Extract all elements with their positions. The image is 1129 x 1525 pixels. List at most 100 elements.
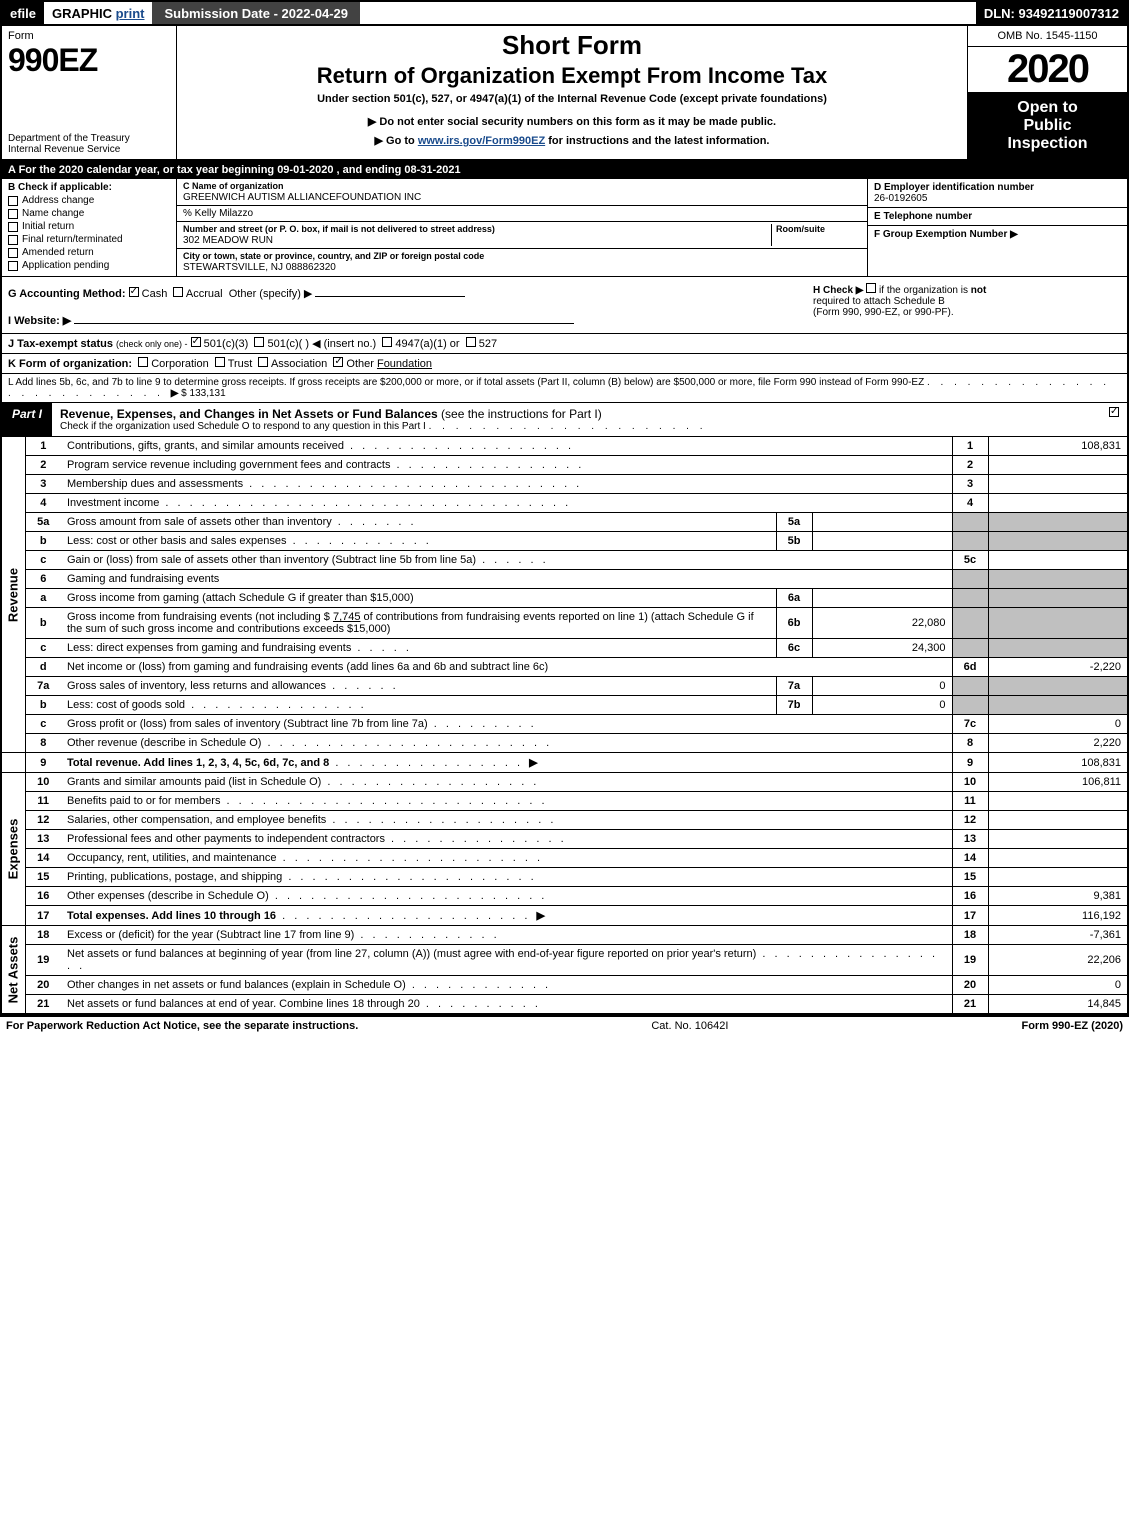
form-ref-post: (2020)	[1088, 1020, 1123, 1032]
revenue-text: Revenue	[6, 567, 21, 621]
j-label: J Tax-exempt status	[8, 338, 113, 350]
cb-501c[interactable]	[254, 337, 264, 347]
result-no: 2	[952, 456, 988, 475]
cb-name-change[interactable]: Name change	[8, 208, 170, 219]
line-desc: Gross income from gaming (attach Schedul…	[61, 589, 776, 608]
shaded-cell	[988, 677, 1128, 696]
part-1-label: Part I	[2, 403, 52, 436]
omb-number: OMB No. 1545-1150	[968, 26, 1127, 47]
row-gh: G Accounting Method: Cash Accrual Other …	[0, 277, 1129, 334]
ein-value: 26-0192605	[874, 193, 1121, 204]
graphic-label: GRAPHIC print	[44, 2, 152, 24]
result-val: 108,831	[988, 753, 1128, 773]
line-no: 12	[25, 811, 61, 830]
part-check	[1101, 403, 1127, 436]
result-no: 10	[952, 773, 988, 792]
cb-association[interactable]	[258, 357, 268, 367]
line-desc: Contributions, gifts, grants, and simila…	[61, 437, 952, 456]
line-desc: Salaries, other compensation, and employ…	[61, 811, 952, 830]
cb-schedule-o[interactable]	[1109, 407, 1119, 417]
shaded-cell	[952, 608, 988, 639]
org-name-row: C Name of organization GREENWICH AUTISM …	[177, 179, 867, 206]
result-no: 9	[952, 753, 988, 773]
line-desc: Investment income . . . . . . . . . . . …	[61, 494, 952, 513]
line-no: 16	[25, 887, 61, 906]
cb-address-change[interactable]: Address change	[8, 195, 170, 206]
line-no: d	[25, 658, 61, 677]
city-row: City or town, state or province, country…	[177, 249, 867, 275]
line-desc: Net assets or fund balances at end of ye…	[61, 995, 952, 1015]
cb-amended-return[interactable]: Amended return	[8, 247, 170, 258]
open-line3: Inspection	[974, 135, 1121, 153]
line-no: 8	[25, 734, 61, 753]
cb-4947[interactable]	[382, 337, 392, 347]
opt-527: 527	[479, 338, 497, 350]
shaded-cell	[952, 532, 988, 551]
h-text4: (Form 990, 990-EZ, or 990-PF).	[813, 307, 954, 318]
cb-initial-return[interactable]: Initial return	[8, 221, 170, 232]
arrow-icon: ▶	[171, 388, 179, 399]
result-no: 15	[952, 868, 988, 887]
open-to-public: Open to Public Inspection	[968, 93, 1127, 159]
shaded-cell	[952, 696, 988, 715]
sub-val: 0	[812, 677, 952, 696]
group-exemption-label: F Group Exemption Number	[874, 229, 1007, 240]
cb-corporation[interactable]	[138, 357, 148, 367]
sub-no: 5b	[776, 532, 812, 551]
line-no: 18	[25, 926, 61, 945]
part-1-header: Part I Revenue, Expenses, and Changes in…	[0, 403, 1129, 437]
result-val	[988, 868, 1128, 887]
line-no: 10	[25, 773, 61, 792]
cb-527[interactable]	[466, 337, 476, 347]
expenses-text: Expenses	[6, 819, 21, 880]
tax-period: A For the 2020 calendar year, or tax yea…	[0, 161, 1129, 179]
header-center: Short Form Return of Organization Exempt…	[177, 26, 967, 159]
cb-application-pending[interactable]: Application pending	[8, 260, 170, 271]
cb-schedule-b[interactable]	[866, 283, 876, 293]
city-label: City or town, state or province, country…	[183, 251, 484, 261]
website-field[interactable]	[74, 310, 574, 324]
line-no: 14	[25, 849, 61, 868]
line-no: c	[25, 551, 61, 570]
tax-year: 2020	[968, 47, 1127, 93]
cb-label: Application pending	[22, 260, 109, 271]
line-desc: Occupancy, rent, utilities, and maintena…	[61, 849, 952, 868]
cb-501c3[interactable]	[191, 337, 201, 347]
cb-cash[interactable]	[129, 287, 139, 297]
care-of-row: % Kelly Milazzo	[177, 206, 867, 222]
goto-link[interactable]: www.irs.gov/Form990EZ	[418, 135, 545, 147]
cb-other-org[interactable]	[333, 357, 343, 367]
line-no: 9	[25, 753, 61, 773]
result-no: 11	[952, 792, 988, 811]
print-link[interactable]: print	[116, 6, 145, 21]
cb-final-return[interactable]: Final return/terminated	[8, 234, 170, 245]
cb-accrual[interactable]	[173, 287, 183, 297]
side-blank	[1, 753, 25, 773]
cb-trust[interactable]	[215, 357, 225, 367]
l-amount: $ 133,131	[181, 388, 226, 399]
section-e: E Telephone number	[868, 208, 1127, 226]
line-desc: Membership dues and assessments . . . . …	[61, 475, 952, 494]
shaded-cell	[988, 513, 1128, 532]
sub-val	[812, 532, 952, 551]
line-no: b	[25, 532, 61, 551]
sub-no: 7a	[776, 677, 812, 696]
shaded-cell	[952, 513, 988, 532]
line-no: 20	[25, 976, 61, 995]
l-text: L Add lines 5b, 6c, and 7b to line 9 to …	[8, 377, 924, 388]
result-no: 20	[952, 976, 988, 995]
other-method-field[interactable]	[315, 283, 465, 297]
cb-label: Initial return	[22, 221, 74, 232]
line-desc: Less: cost or other basis and sales expe…	[61, 532, 776, 551]
goto-line: ▶ Go to www.irs.gov/Form990EZ for instru…	[187, 134, 957, 147]
gross-receipts: L Add lines 5b, 6c, and 7b to line 9 to …	[0, 374, 1129, 403]
arrow-icon: ▶	[1010, 229, 1018, 240]
line-desc: Gross sales of inventory, less returns a…	[61, 677, 776, 696]
result-no: 5c	[952, 551, 988, 570]
goto-post: for instructions and the latest informat…	[545, 135, 769, 147]
result-val: 22,206	[988, 945, 1128, 976]
line-desc: Program service revenue including govern…	[61, 456, 952, 475]
dept-irs: Internal Revenue Service	[8, 144, 170, 155]
result-val	[988, 792, 1128, 811]
section-d: D Employer identification number 26-0192…	[868, 179, 1127, 208]
